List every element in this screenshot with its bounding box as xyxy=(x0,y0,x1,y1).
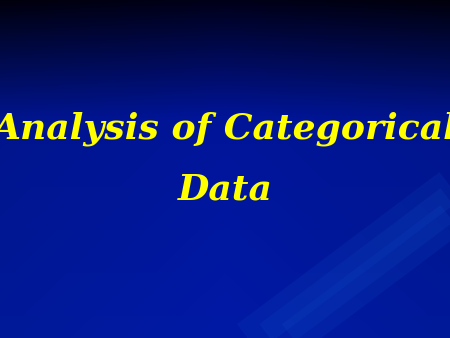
Text: Analysis of Categorical: Analysis of Categorical xyxy=(0,111,450,146)
Text: Data: Data xyxy=(178,172,272,206)
